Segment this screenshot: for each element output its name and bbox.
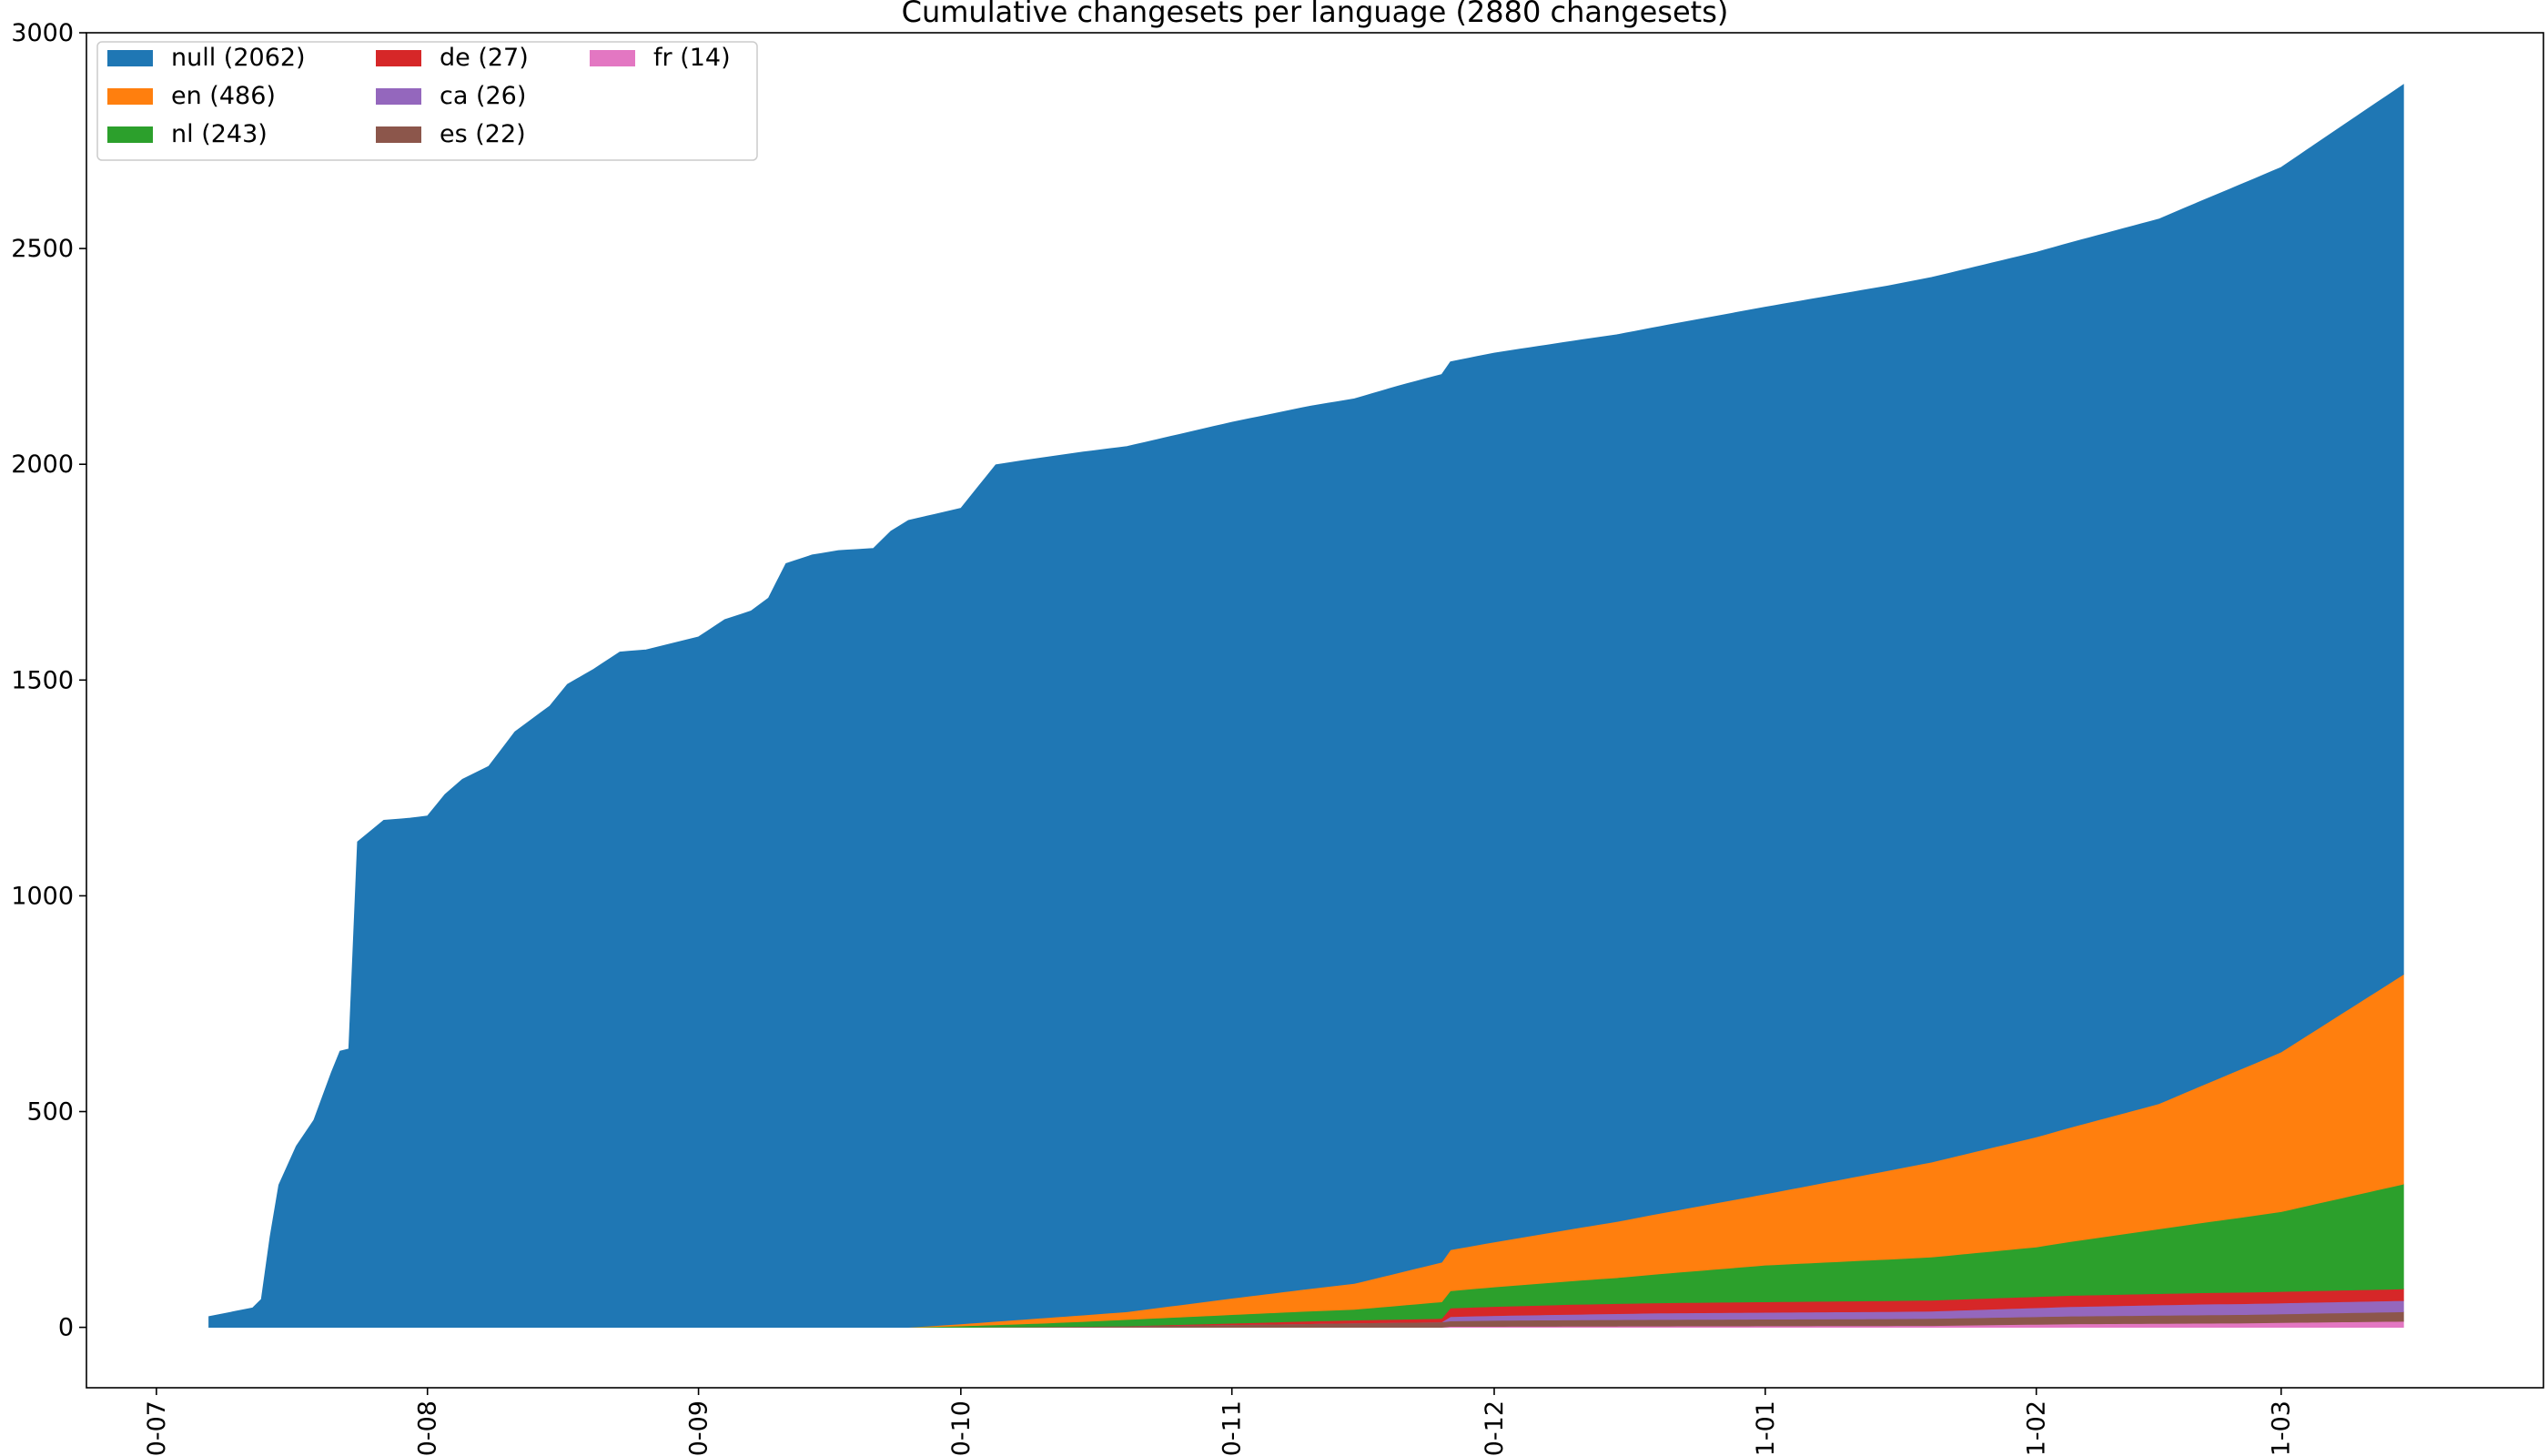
y-tick-label: 0 xyxy=(58,1314,74,1342)
x-tick-label: 2020-10 xyxy=(947,1400,976,1456)
x-axis: 2020-07 2020-08 2020-09 2020-10 2020-11 2020-… xyxy=(143,1388,2296,1456)
legend-label-en: en (486) xyxy=(171,82,276,110)
y-tick-label: 3000 xyxy=(11,19,74,47)
x-tick-label: 2021-02 xyxy=(2023,1400,2051,1456)
x-tick-label: 2021-03 xyxy=(2268,1400,2296,1456)
legend-swatch-fr xyxy=(590,50,635,66)
x-tick-label: 2020-12 xyxy=(1481,1400,1509,1456)
legend-label-nl: nl (243) xyxy=(171,120,268,148)
y-tick-label: 1000 xyxy=(11,882,74,910)
legend-label-ca: ca (26) xyxy=(440,82,526,110)
x-tick-label: 2020-07 xyxy=(143,1400,171,1456)
area-layers xyxy=(208,84,2404,1329)
plot-frame xyxy=(86,32,2544,1389)
y-tick-label: 2000 xyxy=(11,450,74,479)
y-axis: 0 500 1000 1500 2000 2500 3000 xyxy=(11,19,86,1342)
legend-swatch-nl xyxy=(107,126,153,143)
legend-swatch-en xyxy=(107,88,153,105)
y-tick-label: 500 xyxy=(26,1098,74,1127)
legend-label-de: de (27) xyxy=(440,44,529,72)
legend-box xyxy=(96,41,758,161)
legend-swatch-null xyxy=(107,50,153,66)
legend-label-null: null (2062) xyxy=(171,44,306,72)
legend-swatch-es xyxy=(376,126,421,143)
y-tick-label: 2500 xyxy=(11,235,74,263)
legend-label-es: es (22) xyxy=(440,120,526,148)
legend-swatch-ca xyxy=(376,88,421,105)
area-null xyxy=(208,84,2404,1329)
x-tick-label: 2020-11 xyxy=(1218,1400,1247,1456)
legend-swatch-de xyxy=(376,50,421,66)
chart-title: Cumulative changesets per language (2880… xyxy=(902,0,1729,29)
x-tick-label: 2021-01 xyxy=(1752,1400,1780,1456)
legend-label-fr: fr (14) xyxy=(653,44,731,72)
legend: null (2062) en (486) nl (243) de (27) ca (26… xyxy=(96,41,758,161)
x-tick-label: 2020-09 xyxy=(685,1400,713,1456)
y-tick-label: 1500 xyxy=(11,666,74,694)
x-tick-label: 2020-08 xyxy=(414,1400,442,1456)
